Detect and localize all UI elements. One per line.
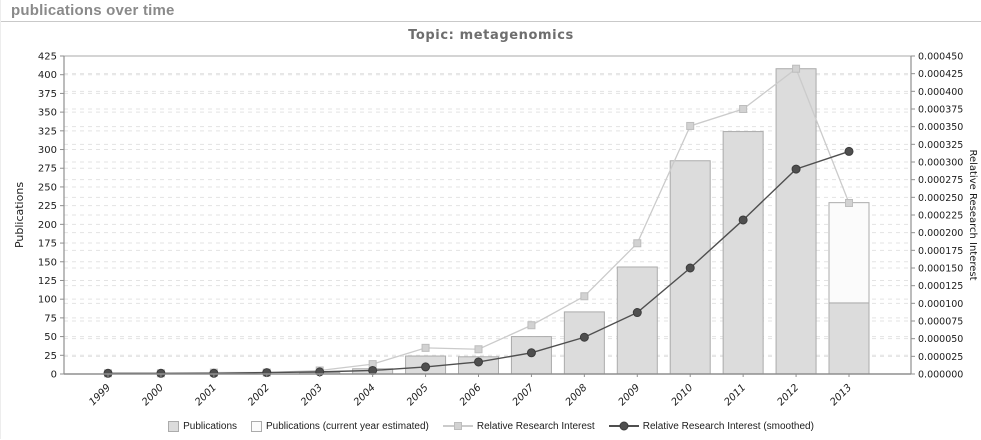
rri-smoothed-marker-2005 (421, 362, 431, 372)
right-tick-label: 0.000150 (918, 264, 963, 275)
right-tick-label: 0.000375 (918, 105, 963, 116)
right-tick-label: 0.000300 (918, 158, 963, 169)
left-tick-label: 250 (38, 182, 57, 193)
legend-label: Publications (current year estimated) (266, 420, 429, 432)
x-tick-label-2006: 2006 (458, 382, 484, 407)
bars (299, 68, 870, 375)
rri-marker-2011 (739, 105, 748, 113)
left-tick-label: 300 (38, 145, 57, 156)
x-tick-label-2002: 2002 (246, 382, 272, 407)
x-tick-label-2011: 2011 (722, 382, 748, 407)
legend-item-relative-research-interest: Relative Research Interest (442, 420, 595, 432)
publications-bar-2008 (563, 311, 605, 375)
chart-panel: Topic: metagenomics 0 25 50 75 100 125 150 175 2… (1, 22, 981, 440)
right-axis-title: Relative Research Interest (967, 149, 978, 280)
left-tick-label: 400 (38, 70, 57, 81)
x-tick-label-2001: 2001 (193, 382, 219, 407)
left-axis-title: Publications (13, 182, 26, 248)
left-tick-label: 425 (38, 52, 57, 63)
x-tick-label-2012: 2012 (775, 382, 801, 407)
legend-label: Relative Research Interest (smoothed) (642, 420, 814, 432)
left-tick-label: 175 (38, 239, 57, 250)
right-tick-label: 0.000250 (918, 193, 963, 204)
left-tick-label: 125 (38, 276, 57, 287)
x-tick-label-2013: 2013 (828, 382, 854, 407)
rri-marker-2010 (686, 121, 695, 130)
rri-smoothed-marker-2007 (526, 348, 536, 358)
x-tick-label-2010: 2010 (670, 382, 696, 407)
page-header: publications over time (1, 0, 981, 22)
rri-marker-2005 (421, 343, 430, 352)
right-tick-label: 0.000350 (918, 122, 963, 133)
publications-bar-2013 (828, 302, 870, 375)
publications-bar-2012 (775, 68, 817, 375)
x-tick-label-2004: 2004 (352, 382, 378, 407)
x-tick-label-2007: 2007 (511, 382, 537, 407)
left-tick-label: 200 (38, 220, 57, 231)
rri-smoothed-marker-2011 (738, 215, 748, 225)
publications-estimated-bar-2013 (828, 202, 870, 304)
left-tick-label: 0 (51, 370, 57, 381)
x-tick-label-2003: 2003 (299, 382, 325, 407)
rri-smoothed-marker-2010 (685, 263, 695, 273)
publications-chart: Topic: metagenomics 0 25 50 75 100 125 150 175 2… (13, 28, 978, 409)
page-title: publications over time (11, 2, 175, 19)
left-tick-label: 325 (38, 126, 57, 137)
x-tick-label-2000: 2000 (140, 382, 166, 407)
chart-legend: Publications Publications (current year e… (1, 412, 981, 440)
left-tick-label: 75 (44, 313, 57, 324)
rri-smoothed-marker-2009 (632, 308, 642, 318)
legend-swatch-line (608, 421, 639, 431)
rri-marker-2012 (792, 64, 801, 73)
x-tick-label-2009: 2009 (617, 382, 643, 407)
legend-item-relative-research-interest-smoothed: Relative Research Interest (smoothed) (608, 420, 814, 432)
legend-item-publications-current-year-estimated: Publications (current year estimated) (251, 420, 429, 432)
rri-marker-2009 (633, 239, 642, 248)
rri-smoothed-marker-2008 (579, 332, 589, 342)
left-tick-label: 25 (44, 351, 57, 362)
publications-bar-2009 (616, 266, 658, 375)
right-tick-label: 0.000175 (918, 246, 963, 257)
publications-bar-2011 (722, 131, 764, 375)
right-tick-label: 0.000050 (918, 334, 963, 345)
right-tick-label: 0.000000 (918, 370, 963, 381)
rri-smoothed-marker-2013 (844, 146, 854, 156)
legend-swatch-line (442, 422, 473, 430)
left-tick-label: 150 (38, 257, 57, 268)
left-tick-label: 50 (44, 332, 57, 343)
right-tick-label: 0.000200 (918, 228, 963, 239)
right-tick-label: 0.000275 (918, 175, 963, 186)
x-tick-label-2005: 2005 (405, 382, 431, 407)
right-tick-label: 0.000450 (918, 52, 963, 63)
right-tick-label: 0.000425 (918, 69, 963, 80)
right-tick-label: 0.000325 (918, 140, 963, 151)
right-tick-label: 0.000075 (918, 317, 963, 328)
x-tick-label-2008: 2008 (564, 382, 590, 407)
right-tick-label: 0.000225 (918, 211, 963, 222)
right-tick-label: 0.000025 (918, 352, 963, 363)
left-tick-label: 350 (38, 108, 57, 119)
legend-label: Relative Research Interest (476, 420, 595, 432)
chart-title: Topic: metagenomics (408, 28, 574, 43)
legend-swatch-bar (251, 420, 263, 432)
right-tick-label: 0.000100 (918, 299, 963, 310)
legend-swatch-bar (168, 420, 180, 432)
left-tick-label: 100 (38, 295, 57, 306)
rri-marker-2007 (527, 321, 536, 330)
left-tick-label: 225 (38, 201, 57, 212)
x-tick-label-1999: 1999 (87, 382, 113, 407)
right-tick-label: 0.000400 (918, 87, 963, 98)
rri-smoothed-marker-2006 (474, 357, 483, 367)
rri-marker-2013 (845, 198, 853, 207)
rri-smoothed-marker-2012 (791, 164, 801, 174)
legend-item-publications: Publications (168, 420, 238, 432)
right-tick-label: 0.000125 (918, 281, 963, 292)
axis-ticks: 0 25 50 75 100 125 150 175 200 225 250 275 300 325 350… (38, 52, 963, 409)
left-tick-label: 375 (38, 89, 57, 100)
rri-marker-2006 (474, 345, 483, 354)
rri-marker-2008 (580, 292, 589, 301)
legend-label: Publications (183, 420, 238, 432)
left-tick-label: 275 (38, 164, 57, 175)
